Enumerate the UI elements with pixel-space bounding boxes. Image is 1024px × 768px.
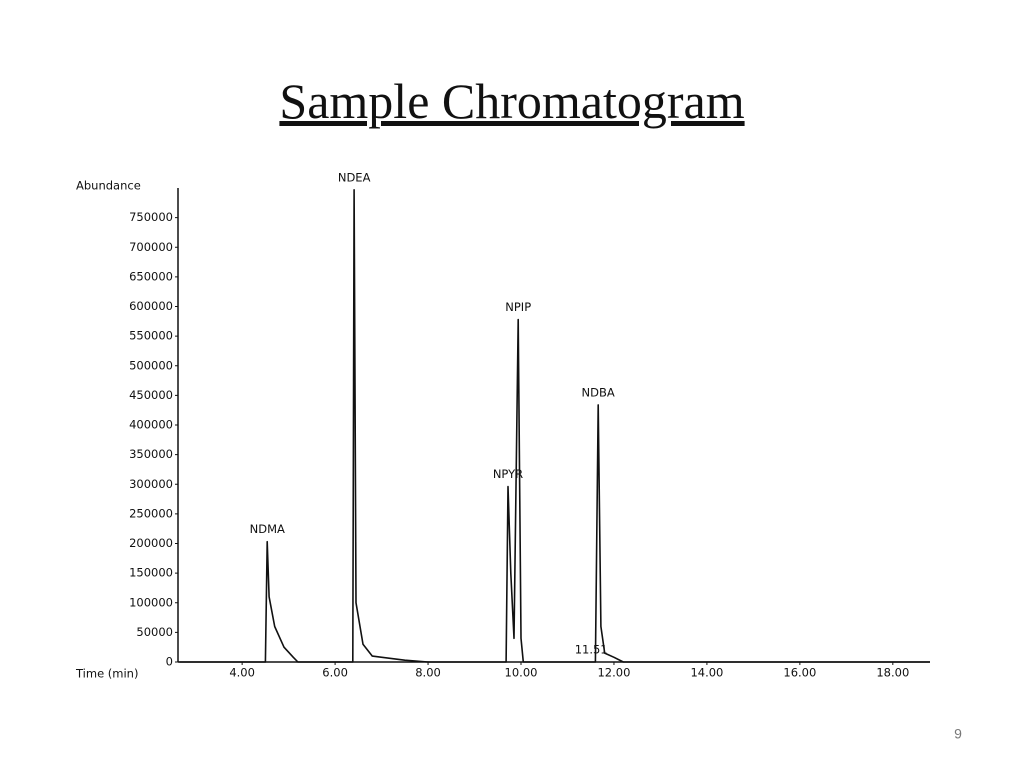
x-tick-label: 4.00 — [229, 666, 255, 680]
peak-label: NPYR — [493, 467, 523, 481]
x-tick-label: 6.00 — [322, 666, 348, 680]
x-tick-label: 14.00 — [690, 666, 723, 680]
peak-label: NDMA — [250, 522, 285, 536]
y-tick-label: 700000 — [129, 240, 173, 254]
y-tick-label: 600000 — [129, 299, 173, 313]
peak-label: 11.51 — [575, 643, 608, 657]
trace — [179, 189, 930, 663]
y-tick-label: 50000 — [136, 625, 173, 639]
y-tick-label: 150000 — [129, 566, 173, 580]
y-tick-label: 0 — [166, 655, 173, 669]
x-tick-label: 12.00 — [597, 666, 630, 680]
x-tick-label: 8.00 — [415, 666, 441, 680]
page-number: 9 — [954, 726, 962, 742]
peak-label: NDBA — [582, 385, 615, 399]
y-tick-label: 750000 — [129, 210, 173, 224]
x-axis-label: Time (min) — [75, 667, 138, 681]
y-tick-label: 650000 — [129, 269, 173, 283]
y-tick-label: 250000 — [129, 506, 173, 520]
y-tick-label: 500000 — [129, 358, 173, 372]
x-tick-label: 16.00 — [783, 666, 816, 680]
y-tick-label: 300000 — [129, 477, 173, 491]
y-tick-label: 200000 — [129, 536, 173, 550]
y-tick-label: 350000 — [129, 447, 173, 461]
peak-label: NDEA — [338, 170, 371, 184]
y-tick-label: 100000 — [129, 595, 173, 609]
y-tick-label: 400000 — [129, 418, 173, 432]
slide-title: Sample Chromatogram — [279, 73, 744, 129]
peak-label: NPIP — [505, 300, 531, 314]
x-tick-label: 10.00 — [505, 666, 538, 680]
y-axis-label: Abundance — [76, 179, 141, 193]
x-tick-label: 18.00 — [876, 666, 909, 680]
y-tick-label: 450000 — [129, 388, 173, 402]
y-tick-label: 550000 — [129, 329, 173, 343]
